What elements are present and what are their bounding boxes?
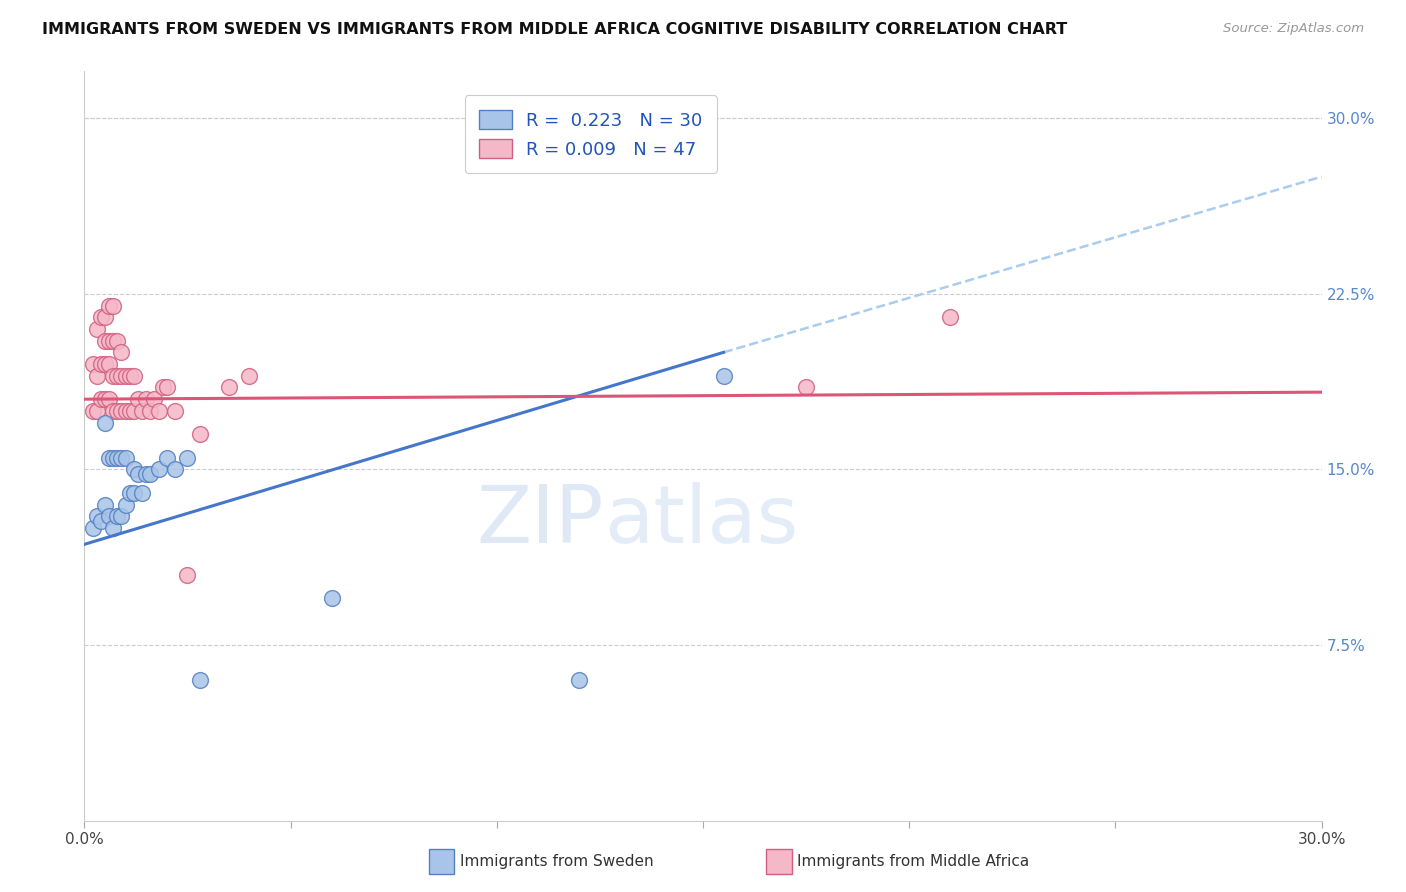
Point [110,404,132,418]
Point [143,392,166,407]
Point [139,404,162,418]
Point [94,357,117,371]
Point [135,392,157,407]
Point [321,591,343,606]
Point [114,404,136,418]
Point [165,404,187,418]
Text: ZIP: ZIP [477,482,605,560]
Point [110,345,132,359]
Point [98,450,121,465]
Point [122,462,145,476]
Point [86,322,108,336]
Point [176,450,198,465]
Point [127,467,149,482]
Text: Source: ZipAtlas.com: Source: ZipAtlas.com [1223,22,1364,36]
Point [131,404,153,418]
Point [122,485,145,500]
Point [127,392,149,407]
Point [98,334,121,348]
Point [105,450,128,465]
Text: Immigrants from Middle Africa: Immigrants from Middle Africa [797,855,1029,869]
Point [188,673,211,688]
Point [105,368,128,383]
Point [103,450,125,465]
Point [90,310,112,325]
Point [238,368,260,383]
Point [98,392,121,407]
Point [82,521,104,535]
Point [103,368,125,383]
Point [105,334,128,348]
Point [148,404,170,418]
Point [90,514,112,528]
Point [86,368,108,383]
Text: Immigrants from Sweden: Immigrants from Sweden [460,855,654,869]
Point [110,509,132,524]
Point [135,467,157,482]
Point [114,498,136,512]
Point [94,392,117,407]
Point [122,368,145,383]
Point [118,404,141,418]
Point [713,368,735,383]
Point [110,450,132,465]
Point [94,416,117,430]
Point [94,498,117,512]
Point [82,357,104,371]
Point [122,404,145,418]
Point [105,509,128,524]
Point [139,467,162,482]
Point [188,427,211,442]
Point [156,450,179,465]
Point [165,462,187,476]
Point [98,509,121,524]
Point [152,380,174,394]
Point [94,334,117,348]
Point [98,357,121,371]
Point [794,380,817,394]
Point [82,404,104,418]
Point [131,485,153,500]
Point [90,357,112,371]
Point [114,450,136,465]
Point [86,404,108,418]
Point [103,521,125,535]
Text: IMMIGRANTS FROM SWEDEN VS IMMIGRANTS FROM MIDDLE AFRICA COGNITIVE DISABILITY COR: IMMIGRANTS FROM SWEDEN VS IMMIGRANTS FRO… [42,22,1067,37]
Point [118,368,141,383]
Text: atlas: atlas [605,482,799,560]
Point [98,298,121,313]
Point [939,310,962,325]
Point [118,485,141,500]
Point [156,380,179,394]
Point [90,392,112,407]
Point [86,509,108,524]
Point [148,462,170,476]
Point [568,673,591,688]
Point [103,334,125,348]
Point [218,380,240,394]
Point [103,298,125,313]
Legend: R =  0.223   N = 30, R = 0.009   N = 47: R = 0.223 N = 30, R = 0.009 N = 47 [464,95,717,173]
Point [176,567,198,582]
Point [105,404,128,418]
Point [103,404,125,418]
Point [114,368,136,383]
Point [110,368,132,383]
Point [94,310,117,325]
